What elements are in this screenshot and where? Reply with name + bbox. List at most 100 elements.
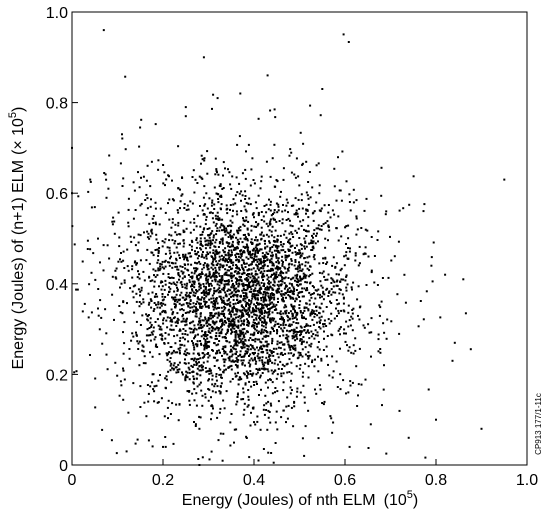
scatter-point	[295, 335, 298, 338]
scatter-point	[253, 280, 256, 282]
scatter-point	[231, 284, 234, 287]
scatter-point	[303, 237, 306, 240]
scatter-point	[269, 248, 272, 251]
scatter-point	[246, 376, 249, 379]
scatter-point	[221, 237, 224, 240]
scatter-point	[210, 412, 213, 415]
scatter-point	[274, 305, 277, 308]
scatter-point	[250, 288, 253, 291]
scatter-point	[321, 402, 324, 404]
scatter-point	[262, 272, 265, 275]
scatter-point	[271, 254, 274, 257]
scatter-point	[154, 207, 157, 210]
scatter-point	[220, 277, 223, 280]
scatter-point	[198, 365, 201, 368]
scatter-point	[194, 261, 196, 264]
scatter-point	[199, 306, 202, 309]
scatter-point	[184, 267, 187, 270]
scatter-point	[318, 312, 321, 315]
scatter-point	[285, 305, 288, 308]
scatter-point	[282, 317, 284, 320]
scatter-point	[277, 257, 280, 260]
scatter-point	[191, 248, 193, 251]
scatter-point	[267, 235, 270, 238]
scatter-point	[246, 405, 249, 408]
scatter-point	[269, 220, 272, 223]
scatter-point	[240, 210, 243, 212]
scatter-point	[224, 167, 226, 170]
scatter-point	[199, 205, 201, 207]
scatter-point	[243, 288, 246, 291]
scatter-point	[205, 345, 208, 348]
scatter-point	[314, 242, 317, 245]
scatter-point	[190, 321, 193, 324]
scatter-point	[298, 296, 301, 298]
scatter-point	[218, 306, 221, 309]
scatter-point	[382, 388, 385, 391]
scatter-point	[249, 370, 252, 373]
scatter-point	[369, 423, 372, 426]
scatter-point	[264, 381, 267, 384]
scatter-point	[223, 352, 226, 355]
scatter-point	[176, 300, 179, 303]
scatter-point	[143, 231, 145, 234]
scatter-point	[253, 313, 256, 316]
scatter-point	[281, 280, 284, 283]
scatter-point	[247, 322, 250, 325]
scatter-point	[370, 331, 373, 334]
scatter-point	[280, 243, 283, 246]
scatter-point	[212, 93, 215, 96]
scatter-point	[122, 367, 124, 370]
scatter-point	[157, 249, 160, 252]
scatter-point	[153, 385, 156, 388]
scatter-point	[342, 379, 345, 382]
scatter-point	[204, 274, 207, 277]
scatter-point	[268, 198, 270, 201]
scatter-point	[311, 186, 314, 189]
scatter-point	[338, 288, 341, 291]
scatter-point	[282, 296, 285, 299]
scatter-point	[295, 253, 298, 256]
scatter-point	[355, 199, 358, 202]
scatter-point	[343, 310, 346, 313]
scatter-point	[260, 262, 262, 265]
scatter-point	[373, 281, 376, 284]
scatter-point	[236, 396, 239, 398]
scatter-point	[355, 217, 358, 220]
scatter-point	[199, 225, 202, 228]
scatter-point	[253, 255, 256, 258]
scatter-point	[280, 294, 283, 297]
scatter-point	[279, 347, 282, 350]
scatter-point	[92, 252, 95, 255]
scatter-point	[290, 171, 293, 174]
scatter-point	[208, 372, 211, 375]
scatter-point	[295, 289, 298, 291]
scatter-point	[198, 285, 201, 288]
scatter-point	[218, 335, 221, 337]
scatter-point	[278, 287, 281, 290]
scatter-point	[284, 352, 287, 355]
scatter-point	[287, 294, 290, 296]
scatter-point	[254, 322, 256, 324]
scatter-point	[199, 276, 202, 279]
scatter-point	[345, 392, 347, 395]
scatter-point	[176, 265, 179, 268]
scatter-point	[186, 390, 189, 393]
scatter-point	[168, 281, 171, 284]
scatter-point	[203, 185, 206, 188]
scatter-point	[306, 208, 309, 211]
scatter-point	[262, 317, 265, 320]
scatter-point	[138, 305, 141, 308]
scatter-point	[285, 309, 288, 312]
scatter-point	[423, 203, 426, 206]
scatter-point	[275, 220, 278, 223]
scatter-point	[284, 254, 287, 257]
scatter-point	[231, 307, 234, 310]
scatter-point	[385, 337, 388, 340]
scatter-point	[224, 316, 226, 319]
scatter-point	[182, 239, 185, 242]
scatter-point	[290, 231, 293, 234]
scatter-point	[351, 381, 354, 384]
scatter-point	[270, 350, 273, 353]
scatter-point	[223, 230, 226, 233]
